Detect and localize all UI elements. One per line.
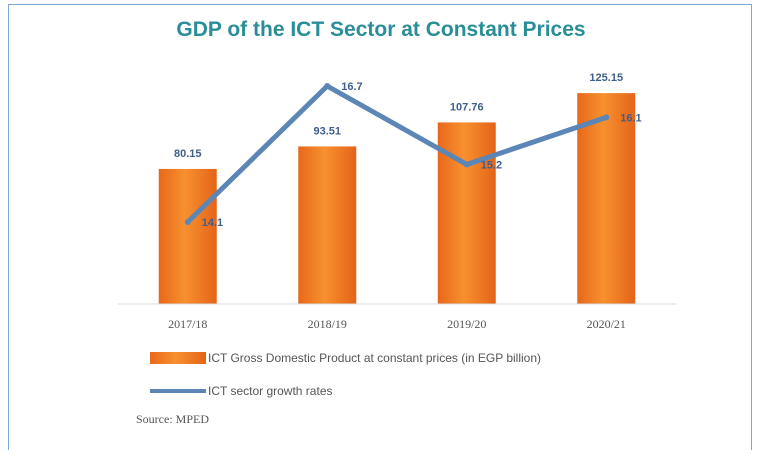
x-tick-label: 2017/18: [168, 317, 207, 331]
bar-value-label: 80.15: [174, 148, 202, 160]
x-tick-label: 2020/21: [587, 317, 626, 331]
x-tick-label: 2018/19: [308, 317, 347, 331]
bar-2019-20: [437, 122, 496, 304]
growth-rate-point: [463, 161, 470, 168]
source-note: Source: MPED: [136, 412, 209, 426]
legend-bar-label: ICT Gross Domestic Product at constant p…: [208, 351, 541, 365]
growth-rate-line: [185, 83, 609, 225]
bar-value-label: 93.51: [313, 125, 341, 137]
bar-value-label: 107.76: [450, 101, 484, 113]
bar-2017-18: [158, 168, 217, 304]
legend-line-label: ICT sector growth rates: [208, 384, 333, 398]
chart-title: GDP of the ICT Sector at Constant Prices: [176, 18, 586, 41]
growth-rate-label: 14.1: [202, 217, 223, 229]
bar-2018-19: [298, 146, 357, 304]
growth-rate-label: 16.1: [620, 112, 641, 124]
growth-rate-point: [603, 114, 610, 121]
x-tick-label: 2019/20: [447, 317, 486, 331]
growth-rate-point: [324, 83, 331, 90]
growth-rate-label: 16.7: [341, 81, 362, 93]
bar-2020-21: [577, 93, 636, 304]
legend-bar-swatch: [150, 352, 206, 364]
growth-rate-label: 15.2: [481, 159, 502, 171]
bar-value-label: 125.15: [589, 72, 623, 84]
growth-rate-point: [184, 219, 191, 225]
chart-frame: [8, 4, 752, 450]
